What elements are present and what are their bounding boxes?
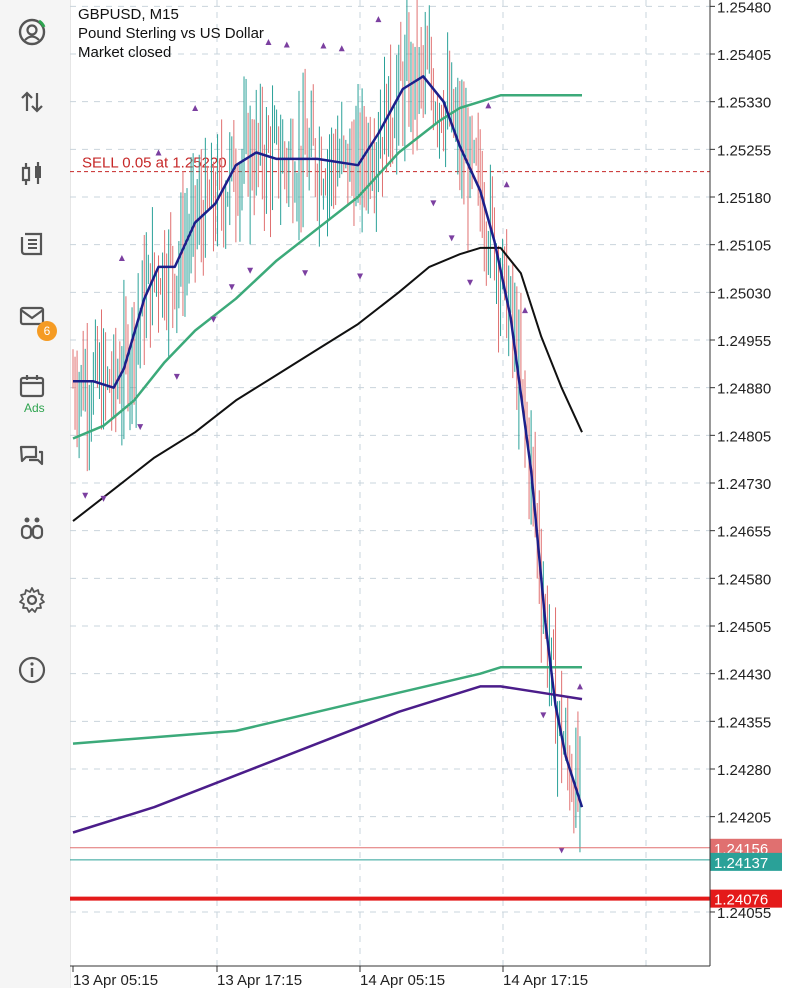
candles (72, 0, 581, 853)
y-tick-label: 1.25255 (717, 142, 771, 159)
y-tick-label: 1.25180 (717, 190, 771, 207)
x-tick-label: 13 Apr 05:15 (73, 972, 158, 988)
level-price-label: 1.24076 (714, 892, 768, 909)
mail-icon[interactable] (10, 294, 54, 338)
level-price-tag (710, 889, 782, 908)
y-tick-label: 1.24880 (717, 381, 771, 398)
x-tick-label: 13 Apr 17:15 (217, 972, 302, 988)
fractal-marker (173, 373, 180, 380)
y-tick-label: 1.25030 (717, 285, 771, 302)
chart-grid (70, 0, 710, 966)
y-tick-label: 1.24055 (717, 905, 771, 922)
fractal-marker (283, 41, 290, 48)
symbol-description: Pound Sterling vs US Dollar (78, 25, 264, 42)
y-tick-label: 1.24655 (717, 524, 771, 541)
fractal-marker (430, 200, 437, 207)
fractal-marker (228, 284, 235, 291)
order-label: SELL 0.05 at 1.25220 (82, 155, 227, 172)
y-tick-label: 1.24955 (717, 333, 771, 350)
fractal-marker (320, 42, 327, 49)
sidebar: 6 Ads (0, 0, 71, 988)
y-tick-label: 1.24205 (717, 810, 771, 827)
fractal-markers (82, 16, 583, 854)
fractal-marker (448, 235, 455, 242)
chart-candles-icon[interactable] (10, 152, 54, 196)
ask-price-tag (710, 838, 782, 857)
y-tick-label: 1.24505 (717, 619, 771, 636)
account-icon[interactable] (10, 10, 54, 54)
ma-green-fast-line (72, 94, 582, 440)
fractal-marker (558, 847, 565, 854)
market-status: Market closed (78, 44, 172, 61)
fractal-marker (192, 105, 199, 112)
bid-price-tag (710, 852, 782, 871)
settings-icon[interactable] (10, 578, 54, 622)
bid-price-label: 1.24137 (714, 855, 768, 872)
fractal-marker (540, 712, 547, 719)
fractal-marker (82, 492, 89, 499)
fractal-marker (118, 255, 125, 262)
trade-arrows-icon[interactable] (10, 80, 54, 124)
y-tick-label: 1.25405 (717, 47, 771, 64)
fractal-marker (338, 45, 345, 52)
fractal-marker (265, 38, 272, 45)
ma-navy-line (73, 75, 584, 808)
chat-icon[interactable] (10, 434, 54, 478)
price-axis: 1.25480 1.25405 1.25330 1.25255 1.25180 1.251… (710, 0, 771, 922)
community-icon[interactable] (10, 506, 54, 550)
info-icon[interactable] (10, 648, 54, 692)
y-tick-label: 1.24580 (717, 571, 771, 588)
calendar-label: Ads (24, 401, 45, 415)
x-tick-label: 14 Apr 05:15 (360, 972, 445, 988)
y-tick-label: 1.24355 (717, 714, 771, 731)
fractal-marker (100, 495, 107, 502)
y-tick-label: 1.25105 (717, 238, 771, 255)
y-tick-label: 1.24805 (717, 428, 771, 445)
y-tick-label: 1.25330 (717, 95, 771, 112)
fractal-marker (302, 270, 309, 277)
y-tick-label: 1.25480 (717, 0, 771, 16)
fractal-marker (357, 273, 364, 280)
price-chart[interactable]: SELL 0.05 at 1.25220 1.241561.241371.240… (70, 0, 797, 988)
fractal-marker (155, 149, 162, 156)
fractal-marker (210, 316, 217, 323)
y-tick-label: 1.24430 (717, 667, 771, 684)
fractal-marker (485, 102, 492, 109)
fractal-marker (137, 424, 144, 431)
ma-green-slow-line (72, 666, 582, 745)
fractal-marker (375, 16, 382, 23)
y-tick-label: 1.24730 (717, 476, 771, 493)
x-tick-label: 14 Apr 17:15 (503, 972, 588, 988)
fractal-marker (576, 683, 583, 690)
moving-averages (72, 75, 584, 834)
ma-purple-line (72, 685, 583, 834)
y-tick-label: 1.24280 (717, 762, 771, 779)
ma-black-line (72, 246, 583, 522)
fractal-marker (521, 307, 528, 314)
calendar-icon[interactable] (10, 364, 54, 408)
symbol-title: GBPUSD, M15 (78, 6, 179, 23)
journal-icon[interactable] (10, 222, 54, 266)
fractal-marker (247, 267, 254, 274)
fractal-marker (503, 181, 510, 188)
time-axis: 13 Apr 05:15 13 Apr 17:15 14 Apr 05:15 14 A… (72, 966, 588, 988)
mail-badge: 6 (37, 321, 57, 341)
fractal-marker (467, 279, 474, 286)
sell-order-line: SELL 0.05 at 1.25220 (70, 155, 710, 173)
